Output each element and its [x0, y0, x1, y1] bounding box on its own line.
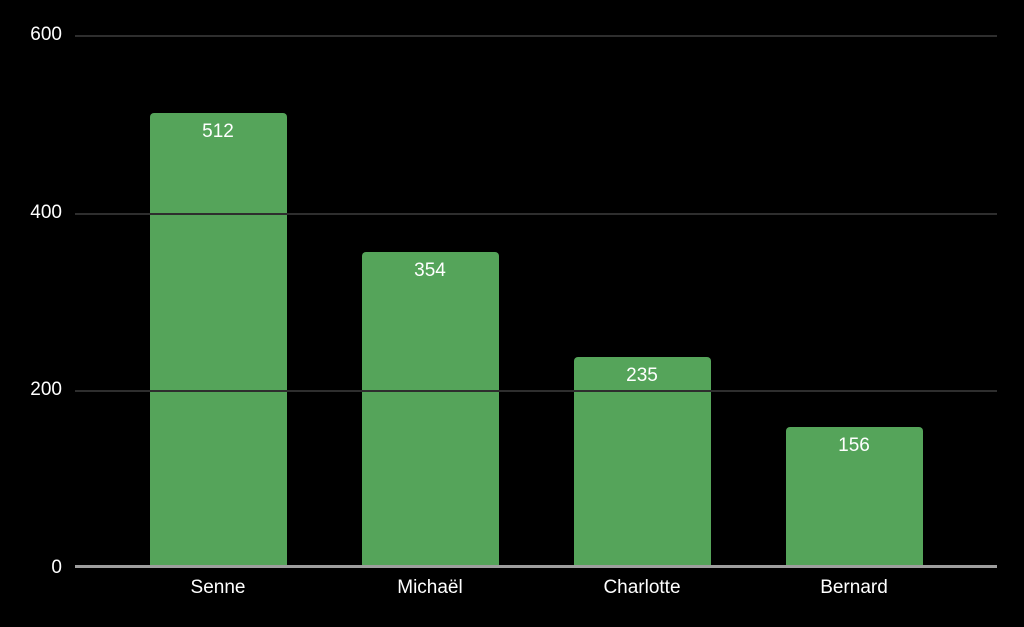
bar-value-label: 156 [838, 435, 870, 456]
y-axis-tick-label: 0 [51, 557, 62, 578]
bar-value-label: 235 [626, 365, 658, 386]
gridline-200 [75, 390, 997, 392]
bar-band: 354 [324, 35, 536, 565]
y-axis-tick-label: 600 [30, 24, 62, 45]
x-axis-label-charlotte: Charlotte [603, 577, 681, 598]
gridline-600 [75, 35, 997, 37]
bar-band: 512 [112, 35, 324, 565]
gridline-400 [75, 213, 997, 215]
bar-band: 156 [748, 35, 960, 565]
bar-band: 235 [536, 35, 748, 565]
bar-value-label: 512 [202, 121, 234, 142]
y-axis-tick-label: 400 [30, 202, 62, 223]
bar-bernard: 156 [785, 427, 923, 565]
x-axis-labels: Senne Michaël Charlotte Bernard [75, 574, 997, 602]
x-axis-label-bernard: Bernard [820, 577, 888, 598]
x-axis-baseline [75, 565, 997, 568]
x-axis-label-senne: Senne [190, 577, 246, 598]
x-axis-label-michaël: Michaël [397, 577, 463, 598]
bar-charlotte: 235 [573, 357, 711, 565]
y-axis-tick-label: 200 [30, 379, 62, 400]
plot-area: 512 354 235 156 0 200 400 600 [30, 24, 997, 578]
bar-value-label: 354 [414, 260, 446, 281]
bars-container: 512 354 235 156 [75, 35, 997, 565]
bar-senne: 512 [149, 113, 287, 565]
bar-michaël: 354 [361, 252, 499, 565]
